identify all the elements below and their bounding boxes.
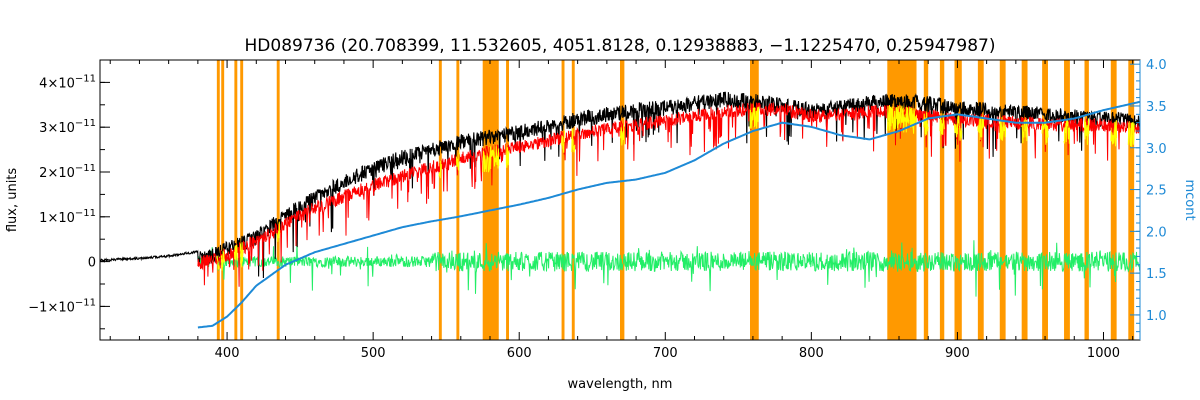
mask-band bbox=[977, 60, 984, 340]
y-right-tick-label: 1.5 bbox=[1146, 267, 1167, 282]
y-right-tick-label: 4.0 bbox=[1146, 58, 1167, 73]
masked-points-line bbox=[1127, 121, 1135, 147]
y-right-axis-label: mcont bbox=[1182, 179, 1197, 220]
residual-line bbox=[197, 240, 1141, 297]
y-right-tick-label: 2.5 bbox=[1146, 184, 1167, 199]
masked-points-line bbox=[923, 112, 929, 137]
x-tick-label: 800 bbox=[799, 346, 824, 361]
model-layer bbox=[197, 102, 1141, 287]
y-right-tick-label: 3.0 bbox=[1146, 142, 1167, 157]
masked-points-line bbox=[999, 116, 1007, 141]
mask-band bbox=[276, 60, 280, 340]
x-tick-label: 700 bbox=[653, 346, 678, 361]
mask-band bbox=[999, 60, 1006, 340]
mask-band bbox=[954, 60, 962, 340]
masked-points-line bbox=[1084, 118, 1090, 145]
masked-points-line bbox=[954, 115, 963, 141]
mask-band bbox=[750, 60, 759, 340]
masked-points-line bbox=[1063, 119, 1071, 144]
masked-points-line bbox=[216, 255, 220, 270]
mask-band bbox=[240, 60, 244, 340]
masked-points-line bbox=[886, 105, 917, 134]
y-axis-label: flux, units bbox=[5, 168, 20, 233]
mask-band bbox=[1084, 60, 1089, 340]
masked-points-line bbox=[505, 143, 510, 168]
mask-band bbox=[1042, 60, 1048, 340]
masked-points-line bbox=[1041, 119, 1049, 145]
mask-band bbox=[1021, 60, 1028, 340]
masked-points-line bbox=[438, 160, 443, 179]
masked-points-line bbox=[276, 221, 281, 242]
masked-points-line bbox=[220, 250, 225, 271]
x-ticks: 400 500 600 700 800 900 1000 bbox=[109, 60, 1134, 361]
continuum-layer bbox=[197, 100, 1141, 329]
masked-points-layer bbox=[216, 105, 1135, 271]
mask-band bbox=[438, 60, 442, 340]
masked-points-line bbox=[749, 106, 760, 129]
mask-band bbox=[939, 60, 945, 340]
y-tick-label: 0 bbox=[88, 256, 96, 271]
y-right-tick-label: 1.0 bbox=[1146, 309, 1167, 324]
x-tick-label: 1000 bbox=[1087, 346, 1120, 361]
y-tick-label: 2×10−11 bbox=[39, 163, 96, 181]
masked-points-line bbox=[233, 244, 238, 261]
y-right-tick-label: 2.0 bbox=[1146, 225, 1167, 240]
masked-points-line bbox=[571, 128, 576, 153]
y-tick-label: 1×10−11 bbox=[39, 208, 96, 226]
masked-points-line bbox=[1110, 119, 1118, 147]
mask-band-layer bbox=[216, 60, 1135, 340]
mask-band bbox=[506, 60, 509, 340]
residual-layer bbox=[197, 240, 1141, 297]
mask-band bbox=[234, 60, 238, 340]
mask-band bbox=[456, 60, 460, 340]
mask-band bbox=[1064, 60, 1070, 340]
masked-points-line bbox=[239, 242, 244, 268]
mask-band bbox=[216, 60, 220, 340]
y-tick-label: 3×10−11 bbox=[39, 118, 96, 136]
x-tick-label: 400 bbox=[215, 346, 240, 361]
masked-points-line bbox=[619, 124, 625, 146]
masked-points-line bbox=[482, 145, 500, 173]
x-tick-label: 600 bbox=[507, 346, 532, 361]
mask-band bbox=[923, 60, 929, 340]
y-right-tick-label: 3.5 bbox=[1146, 100, 1167, 115]
observed-layer bbox=[99, 91, 1141, 279]
mask-band bbox=[571, 60, 575, 340]
x-tick-label: 900 bbox=[945, 346, 970, 361]
y-tick-label: −1×10−11 bbox=[28, 297, 96, 315]
continuum-line bbox=[197, 100, 1141, 329]
masked-points-line bbox=[455, 152, 460, 171]
observed-spectrum-line bbox=[99, 91, 1141, 279]
mask-band bbox=[482, 60, 499, 340]
chart-title: HD089736 (20.708399, 11.532605, 4051.812… bbox=[245, 36, 996, 56]
mask-band bbox=[221, 60, 225, 340]
y-tick-label: 4×10−11 bbox=[39, 73, 96, 91]
masked-points-line bbox=[561, 130, 565, 153]
y-ticks: −1×10−11 0 1×10−11 2×10−11 3×10−11 4×10−11 bbox=[28, 59, 110, 330]
mask-band bbox=[620, 60, 625, 340]
x-tick-label: 500 bbox=[361, 346, 386, 361]
mask-band bbox=[1110, 60, 1117, 340]
model-spectrum-line bbox=[197, 102, 1141, 287]
y-right-ticks: 1.0 1.5 2.0 2.5 3.0 3.5 4.0 bbox=[1130, 58, 1167, 340]
x-axis-label: wavelength, nm bbox=[568, 377, 673, 392]
mask-band bbox=[561, 60, 565, 340]
mask-band bbox=[1128, 60, 1135, 340]
